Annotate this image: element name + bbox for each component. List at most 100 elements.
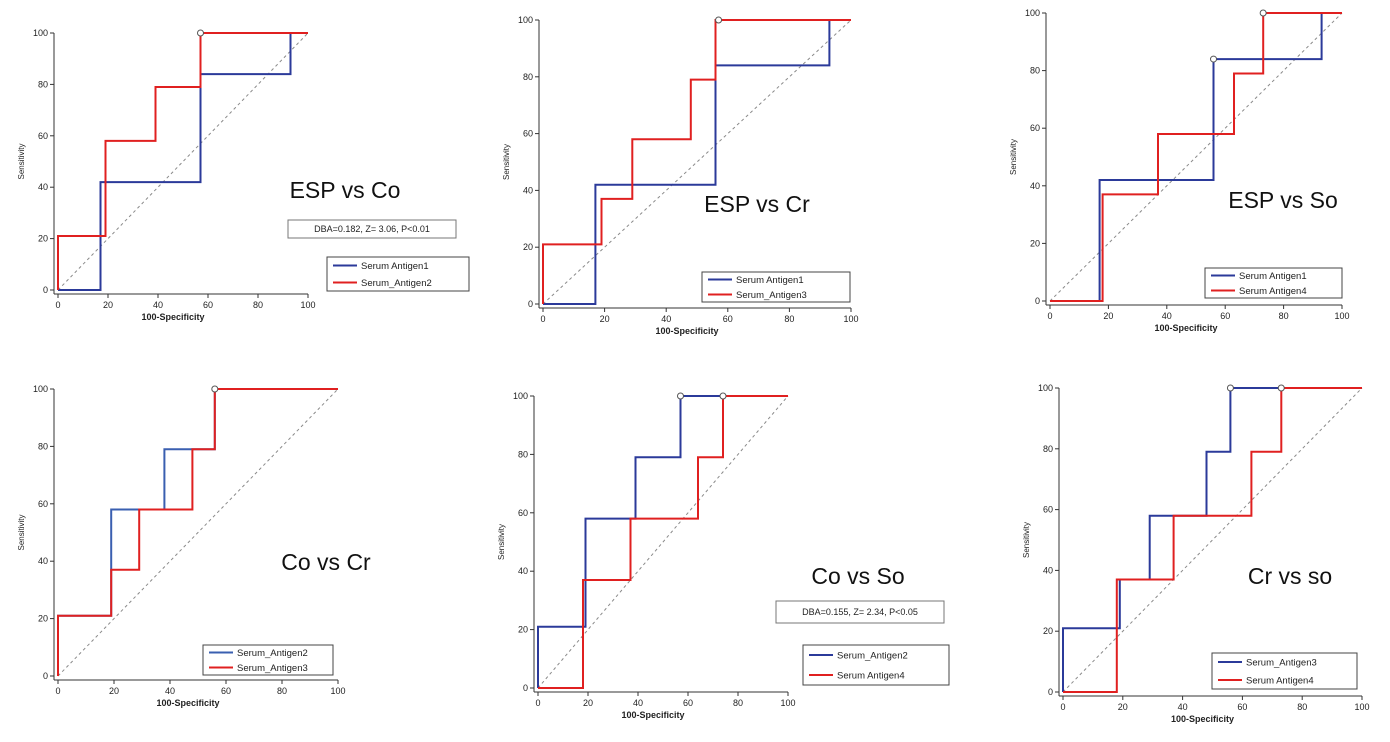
x-tick-label: 0	[1060, 702, 1065, 712]
x-tick-label: 40	[1162, 311, 1172, 321]
y-axis-label: Sensitivity	[1022, 522, 1031, 558]
legend-box	[326, 256, 470, 292]
y-tick-label: 40	[518, 566, 528, 576]
legend-box	[202, 644, 334, 676]
x-axis-label: 100-Specificity	[1154, 323, 1217, 333]
x-axis-label: 100-Specificity	[1171, 714, 1234, 724]
reference-diagonal	[1049, 12, 1343, 302]
reference-diagonal	[537, 395, 789, 689]
legend-box	[1204, 267, 1343, 299]
x-tick-label: 0	[540, 314, 545, 324]
x-tick-label: 40	[1178, 702, 1188, 712]
roc-curve-series-2	[538, 395, 788, 689]
y-tick-label: 80	[523, 72, 533, 82]
y-tick-label: 60	[1030, 123, 1040, 133]
legend-label: Serum Antigen4	[837, 671, 905, 682]
stats-box	[775, 600, 945, 624]
y-tick-label: 80	[518, 449, 528, 459]
y-tick-label: 100	[513, 391, 528, 401]
y-tick-label: 20	[38, 234, 48, 244]
reference-diagonal	[1062, 387, 1363, 693]
roc-panel-2: 0 20 40 60 80 100 0 20 40 60 80 100 100-Specificity S…	[502, 15, 859, 336]
roc-curve-series-1	[543, 19, 851, 305]
roc-curve-series-1	[1062, 387, 1362, 692]
y-axis-label: Sensitivity	[1009, 139, 1018, 175]
stats-text: DBA=0.182, Z= 3.06, P<0.01	[314, 224, 430, 234]
reference-diagonal	[57, 32, 309, 291]
y-tick-label: 60	[38, 499, 48, 509]
y-tick-label: 100	[33, 384, 48, 394]
y-axis-label: Sensitivity	[17, 514, 26, 550]
y-tick-label: 80	[38, 441, 48, 451]
y-tick-label: 80	[1043, 444, 1053, 454]
x-tick-label: 80	[1297, 702, 1307, 712]
y-tick-label: 60	[38, 131, 48, 141]
roc-panel-5: 0 20 40 60 80 100 0 20 40 60 80 100 100-Specificity S…	[497, 391, 950, 720]
x-tick-label: 100	[300, 300, 315, 310]
y-tick-label: 0	[1048, 687, 1053, 697]
roc-curve-series-1	[58, 32, 308, 291]
x-tick-label: 40	[661, 314, 671, 324]
roc-panel-1: 0 20 40 60 80 100 0 20 40 60 80 100 100-Specificity S…	[17, 28, 470, 322]
y-tick-label: 80	[1030, 66, 1040, 76]
chart-title: ESP vs Cr	[704, 191, 810, 217]
roc-curve-series-2	[57, 32, 308, 290]
roc-curve-series-2	[57, 388, 338, 676]
y-tick-label: 60	[518, 508, 528, 518]
criterion-marker	[715, 16, 723, 24]
criterion-marker	[677, 392, 684, 400]
y-tick-label: 60	[1043, 505, 1053, 515]
y-tick-label: 40	[523, 185, 533, 195]
x-tick-label: 0	[55, 686, 60, 696]
x-tick-label: 0	[1047, 311, 1052, 321]
criterion-marker	[1259, 9, 1267, 17]
criterion-marker	[719, 392, 727, 400]
roc-panel-3: 0 20 40 60 80 100 0 20 40 60 80 100 100-Specificity S…	[1009, 8, 1350, 333]
x-tick-label: 80	[253, 300, 263, 310]
y-tick-label: 0	[528, 299, 533, 309]
legend-label: Serum_Antigen3	[1246, 658, 1317, 669]
legend-label: Serum_Antigen2	[361, 278, 432, 289]
roc-panel-6: 0 20 40 60 80 100 0 20 40 60 80 100 100-Specificity S…	[1022, 383, 1370, 724]
x-tick-label: 60	[723, 314, 733, 324]
legend-box	[701, 271, 851, 303]
y-tick-label: 40	[38, 182, 48, 192]
legend-label: Serum_Antigen2	[837, 651, 908, 662]
x-tick-label: 100	[780, 698, 795, 708]
reference-diagonal	[57, 388, 339, 677]
y-tick-label: 0	[523, 683, 528, 693]
x-tick-label: 40	[153, 300, 163, 310]
y-axis-label: Sensitivity	[502, 144, 511, 180]
x-tick-label: 80	[277, 686, 287, 696]
legend-label: Serum Antigen1	[1239, 271, 1307, 282]
x-axis-label: 100-Specificity	[156, 698, 219, 708]
x-tick-label: 40	[165, 686, 175, 696]
x-tick-label: 20	[600, 314, 610, 324]
y-tick-label: 20	[1043, 626, 1053, 636]
x-axis-label: 100-Specificity	[141, 312, 204, 322]
y-tick-label: 40	[1030, 181, 1040, 191]
x-tick-label: 100	[330, 686, 345, 696]
y-tick-label: 100	[1038, 383, 1053, 393]
legend-label: Serum_Antigen3	[736, 290, 807, 301]
legend-label: Serum_Antigen2	[237, 648, 308, 659]
chart-title: ESP vs Co	[290, 177, 401, 203]
x-tick-label: 60	[1237, 702, 1247, 712]
x-tick-label: 20	[583, 698, 593, 708]
x-tick-label: 20	[103, 300, 113, 310]
y-tick-label: 100	[518, 15, 533, 25]
roc-curve-series-2	[1050, 12, 1342, 302]
x-tick-label: 100	[843, 314, 858, 324]
y-tick-label: 0	[1035, 296, 1040, 306]
x-axis-label: 100-Specificity	[621, 710, 684, 720]
x-axis-label: 100-Specificity	[655, 326, 718, 336]
x-tick-label: 0	[55, 300, 60, 310]
y-tick-label: 40	[38, 556, 48, 566]
y-tick-label: 60	[523, 129, 533, 139]
y-tick-label: 20	[523, 242, 533, 252]
criterion-marker	[197, 29, 204, 37]
reference-diagonal	[542, 19, 852, 305]
x-tick-label: 20	[1118, 702, 1128, 712]
y-tick-label: 40	[1043, 565, 1053, 575]
